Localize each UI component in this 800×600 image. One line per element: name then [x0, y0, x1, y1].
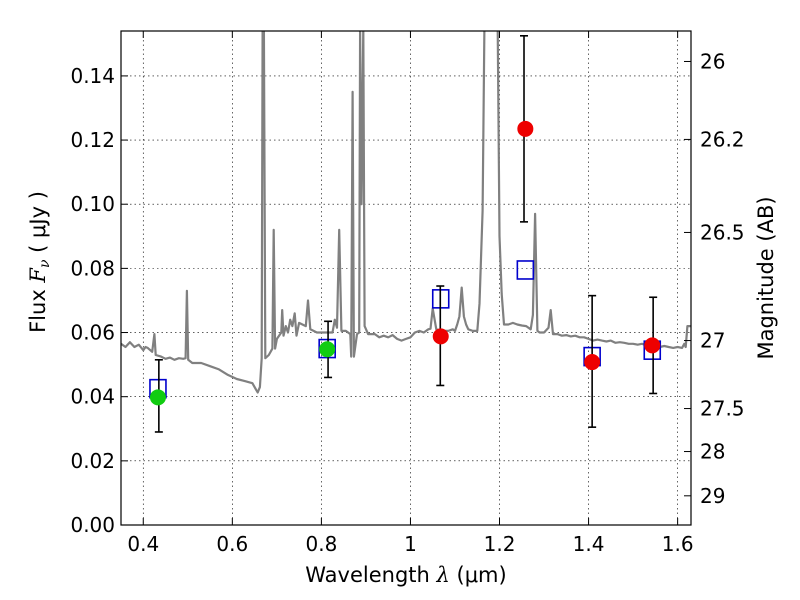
y2-tick-label: 28: [700, 440, 725, 464]
y-tick-label: 0.06: [70, 321, 115, 345]
observed-flux-point: [319, 341, 336, 358]
x-tick-label: 0.4: [127, 532, 159, 556]
y-tick-label: 0.04: [70, 385, 115, 409]
plot-area: [121, 31, 691, 433]
observed-flux-point: [149, 389, 166, 406]
x-tick-label: 1.2: [484, 532, 516, 556]
y-tick-label: 0.02: [70, 449, 115, 473]
y-tick-label: 0.08: [70, 256, 115, 280]
plot-frame: [120, 30, 692, 526]
y2-tick-label: 27.5: [700, 397, 745, 421]
model-photometry-square: [516, 260, 535, 280]
model-spectrum-line: [121, 31, 691, 394]
grid-lines: [121, 31, 691, 526]
y-axis-title: Flux Fν ( μJy ): [26, 191, 53, 333]
y-tick-label: 0.00: [70, 513, 115, 537]
observed-flux-point: [644, 337, 661, 354]
x-tick-label: 0.6: [216, 532, 248, 556]
observed-flux-point: [584, 354, 601, 371]
model-photometry-square: [318, 338, 336, 359]
x-tick-label: 1: [404, 532, 417, 556]
y-tick-label: 0.10: [70, 192, 115, 216]
y-tick-label: 0.14: [70, 64, 115, 88]
y2-tick-label: 29: [700, 484, 725, 508]
y2-tick-label: 27: [700, 329, 725, 353]
x-axis-title: Wavelength λ (μm): [305, 563, 506, 587]
axis-ticks: 0.4 0.6 0.8 1 1.2 1.4 1.6 0.00 0.02 0.04 0.06 0.08 0…: [70, 31, 745, 556]
x-tick-label: 1.4: [573, 532, 605, 556]
y-tick-label: 0.12: [70, 128, 115, 152]
y2-tick-label: 26: [700, 49, 725, 73]
y2-axis-title: Magnitude (AB): [754, 196, 778, 359]
y2-tick-label: 26.2: [700, 127, 745, 151]
observed-flux-point: [432, 328, 449, 345]
observed-flux-point: [517, 120, 534, 137]
y2-tick-label: 26.5: [700, 220, 745, 244]
x-tick-label: 1.6: [662, 532, 694, 556]
x-tick-label: 0.8: [305, 532, 337, 556]
